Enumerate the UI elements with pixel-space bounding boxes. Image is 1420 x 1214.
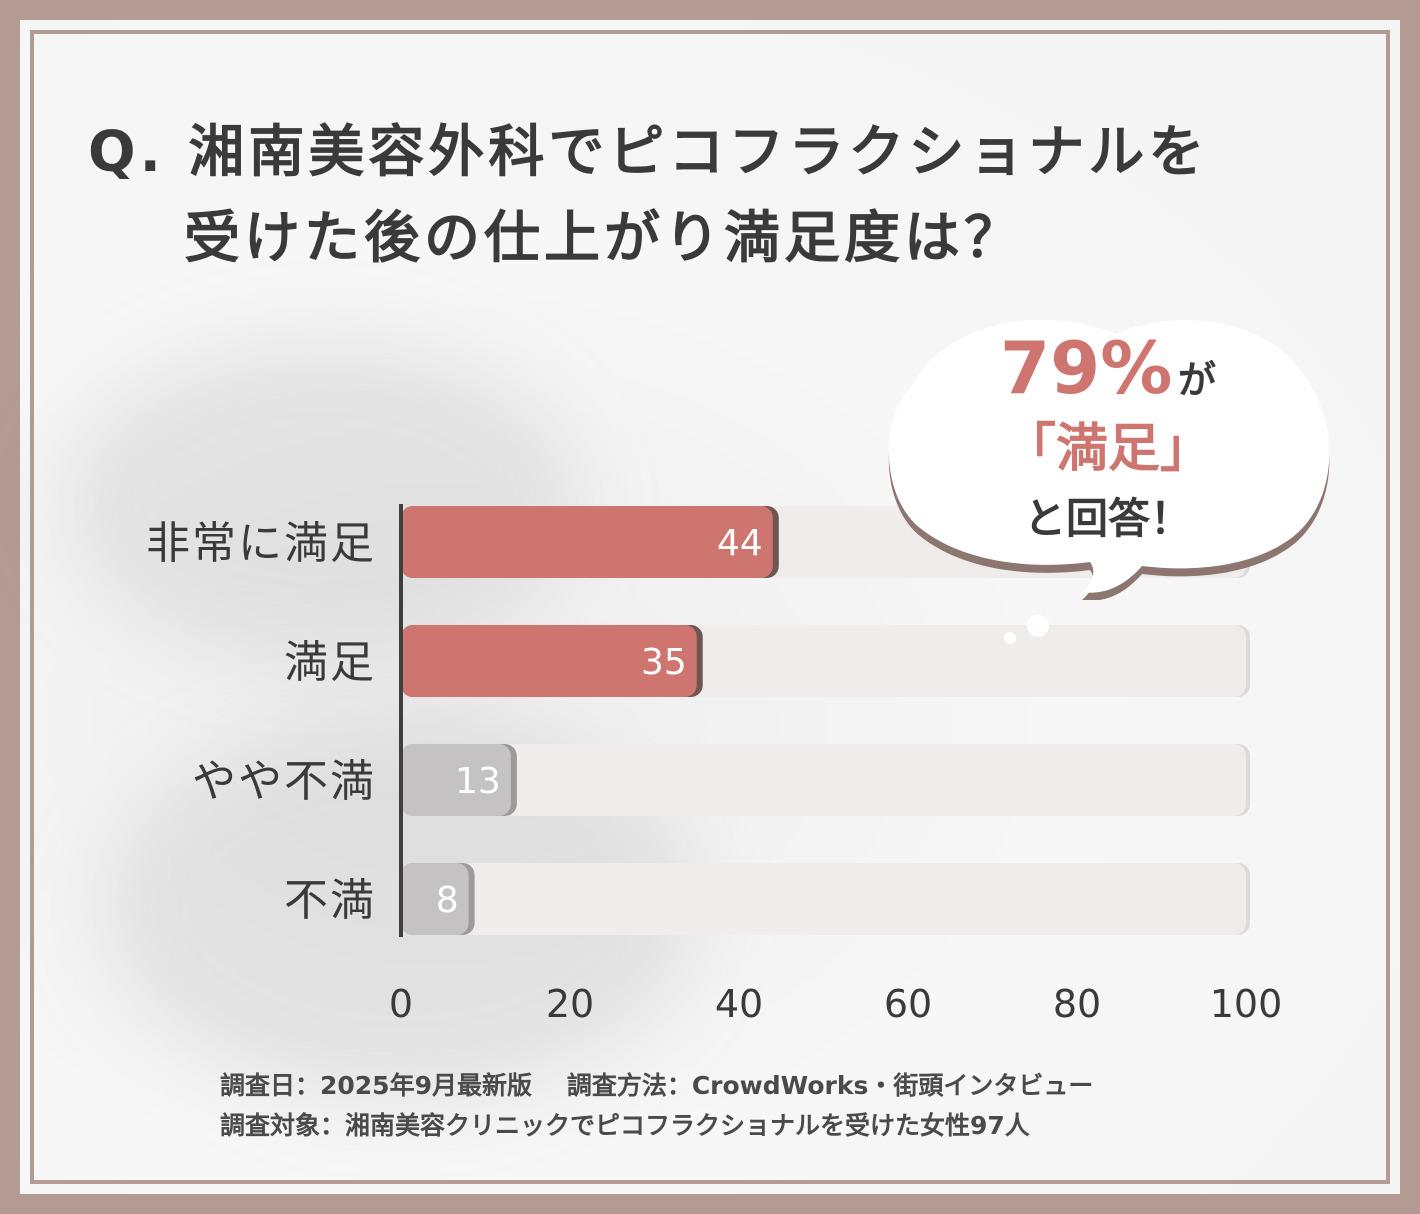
category-label: 満足 <box>284 637 376 688</box>
x-tick-label: 100 <box>1210 982 1283 1026</box>
bar-track <box>401 863 1246 935</box>
inner-frame <box>30 30 1390 1184</box>
x-tick-label: 60 <box>884 982 932 1026</box>
x-tick-label: 80 <box>1053 982 1101 1026</box>
speech-bubble <box>888 319 1330 600</box>
bar <box>401 744 511 816</box>
survey-date: 調査日：2025年9月最新版 <box>220 1071 532 1100</box>
bar <box>401 863 469 935</box>
chart-card <box>20 20 1400 1194</box>
footer-line-1: 調査日：2025年9月最新版 調査方法：CrowdWorks・街頭インタビュー <box>220 1066 1320 1106</box>
background-shadow <box>60 340 580 660</box>
bubble-dot <box>1004 632 1016 644</box>
bar-value-label: 44 <box>717 523 763 564</box>
bubble-dot <box>1027 615 1049 637</box>
callout-satisfied: 「満足」 <box>1003 419 1212 479</box>
callout-text: 79% が 「満足」 と回答！ <box>880 322 1336 554</box>
x-tick-label: 0 <box>389 982 413 1026</box>
title-line-2: 受けた後の仕上がり満足度は？ <box>184 206 1024 271</box>
survey-footer: 調査日：2025年9月最新版 調査方法：CrowdWorks・街頭インタビュー … <box>220 1066 1320 1146</box>
category-label: 不満 <box>284 875 376 926</box>
bar-value-label: 13 <box>455 761 501 802</box>
survey-target: 調査対象：湘南美容クリニックでピコフラクショナルを受けた女性97人 <box>220 1111 1030 1140</box>
footer-line-2: 調査対象：湘南美容クリニックでピコフラクショナルを受けた女性97人 <box>220 1106 1320 1146</box>
callout-answered: と回答！ <box>1023 494 1192 543</box>
survey-method: 調査方法：CrowdWorks・街頭インタビュー <box>566 1071 1094 1100</box>
x-tick-label: 20 <box>546 982 594 1026</box>
category-label: 非常に満足 <box>146 518 376 569</box>
bar <box>401 625 697 697</box>
bar <box>401 506 773 578</box>
callout-particle: が <box>1177 358 1216 402</box>
x-tick-label: 40 <box>715 982 763 1026</box>
callout-percent: 79% <box>1000 326 1173 410</box>
bar-track <box>401 744 1246 816</box>
bar-value-label: 35 <box>641 642 687 683</box>
speech-bubble-body <box>888 319 1330 593</box>
category-label: やや不満 <box>192 756 376 807</box>
bar-value-label: 8 <box>436 880 459 921</box>
chart-title: Q. 湘南美容外科でピコフラクショナルを 受けた後の仕上がり満足度は？ <box>88 110 1368 282</box>
title-line-1: Q. 湘南美容外科でピコフラクショナルを <box>88 120 1209 185</box>
